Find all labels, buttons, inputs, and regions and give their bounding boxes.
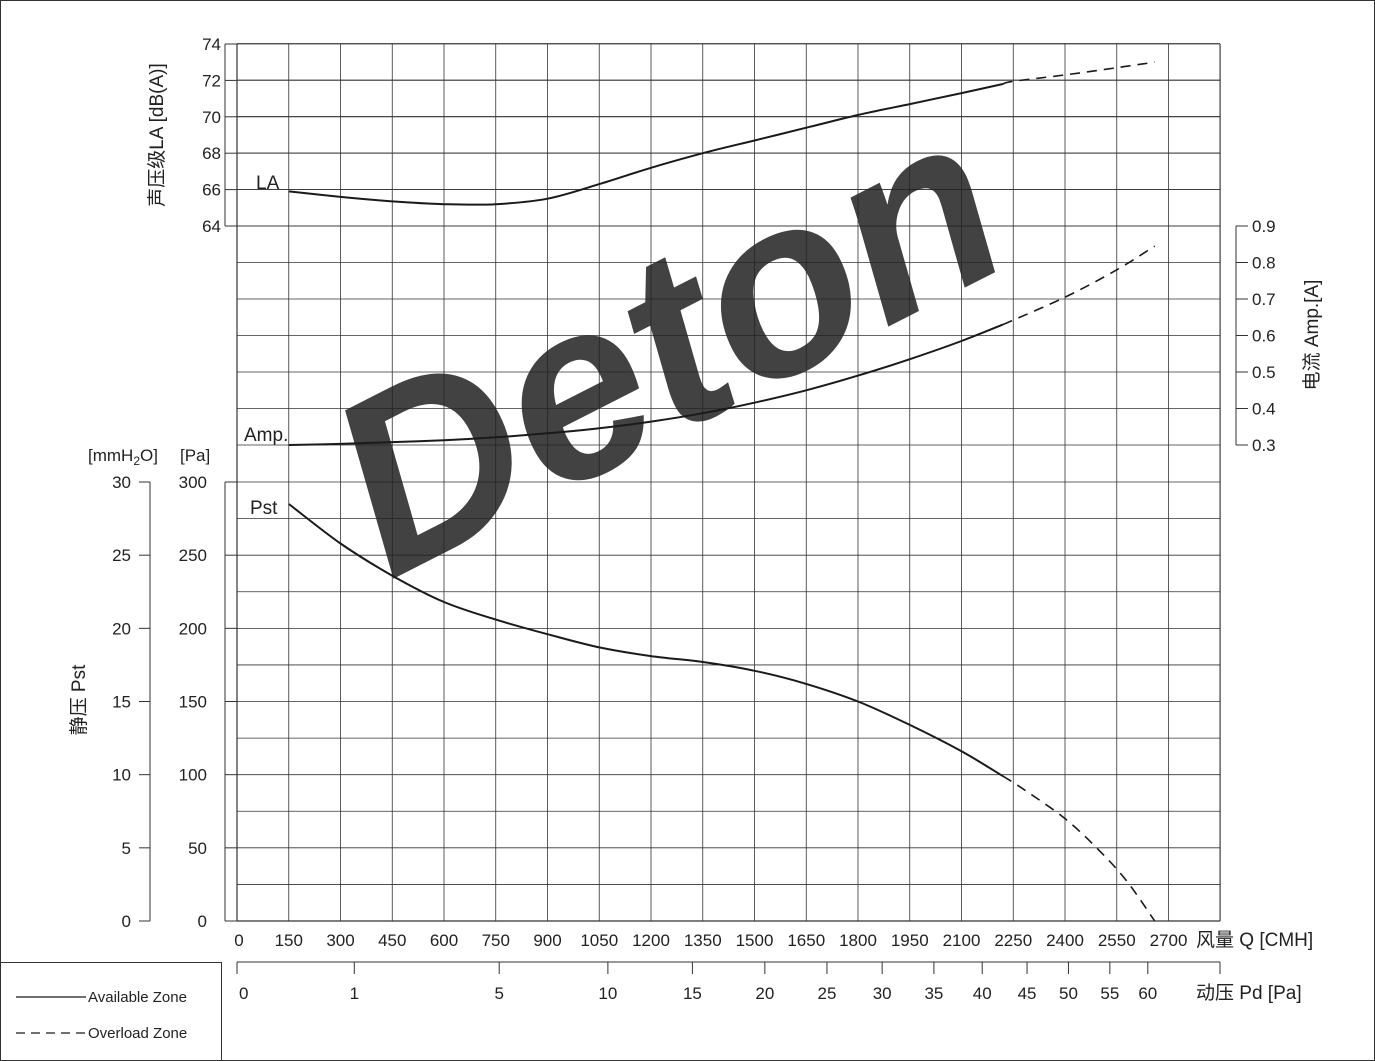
pd-tick-label: 5: [494, 984, 503, 1003]
q-tick-label: 1950: [891, 931, 929, 950]
pst-pa-tick-label: 0: [198, 912, 207, 931]
la-tick-label: 66: [202, 181, 221, 200]
q-tick-label: 2550: [1098, 931, 1136, 950]
pst-mm-unit-label: [mmH2O]: [88, 446, 158, 468]
q-tick-label: 2250: [994, 931, 1032, 950]
series-1-overload-line: [1002, 245, 1156, 326]
pst-mm-unit-prefix: [mmH: [88, 446, 133, 465]
pd-tick-label: 20: [755, 984, 774, 1003]
pst-mm-tick-label: 10: [112, 766, 131, 785]
pd-tick-label: 55: [1100, 984, 1119, 1003]
q-tick-label: 0: [234, 931, 243, 950]
amp-tick-label: 0.4: [1252, 400, 1276, 419]
curves: LA Amp. Pst: [244, 61, 1156, 922]
pst-mm-unit-tail: O]: [140, 446, 158, 465]
pd-tick-label: 30: [873, 984, 892, 1003]
pst-pa-tick-label: 50: [188, 839, 207, 858]
pst-mm-tick-label: 30: [112, 473, 131, 492]
pd-tick-label: 10: [598, 984, 617, 1003]
pst-pa-unit-label: [Pa]: [180, 446, 210, 465]
q-tick-label: 1650: [787, 931, 825, 950]
watermark-text: Deton: [287, 58, 1045, 628]
pd-tick-label: 60: [1138, 984, 1157, 1003]
pd-tick-label: 50: [1059, 984, 1078, 1003]
pst-pa-tick-label: 150: [179, 693, 207, 712]
pd-tick-label: 0: [239, 984, 248, 1003]
q-tick-label: 2400: [1046, 931, 1084, 950]
q-tick-label: 1800: [839, 931, 877, 950]
pd-tick-label: 15: [683, 984, 702, 1003]
legend-overload-label: Overload Zone: [88, 1025, 187, 1042]
q-tick-label: 300: [326, 931, 354, 950]
q-tick-label: 1350: [684, 931, 722, 950]
q-axis-title: 风量 Q [CMH]: [1196, 930, 1313, 951]
q-tick-label: 1200: [632, 931, 670, 950]
pst-pa-tick-label: 300: [179, 473, 207, 492]
la-axis-title: 声压级LA [dB(A)]: [146, 63, 168, 207]
q-tick-label: 1050: [580, 931, 618, 950]
pd-tick-label: 25: [817, 984, 836, 1003]
series-1-label: Amp.: [244, 425, 288, 446]
pst-mm-tick-label: 0: [122, 912, 131, 931]
la-tick-label: 64: [202, 217, 221, 236]
pst-pa-tick-label: 100: [179, 766, 207, 785]
q-tick-label: 150: [275, 931, 303, 950]
pd-tick-label: 1: [350, 984, 359, 1003]
amp-tick-label: 0.5: [1252, 363, 1276, 382]
la-tick-label: 70: [202, 108, 221, 127]
amp-tick-label: 0.7: [1252, 290, 1276, 309]
legend-available-label: Available Zone: [88, 989, 187, 1006]
pd-axis-title: 动压 Pd [Pa]: [1196, 982, 1302, 1004]
pst-mm-tick-label: 25: [112, 546, 131, 565]
pst-mm-tick-label: 5: [122, 839, 131, 858]
amp-tick-label: 0.8: [1252, 254, 1276, 273]
la-tick-label: 74: [202, 35, 221, 54]
pst-mm-tick-label: 15: [112, 693, 131, 712]
pst-axis-title: 静压 Pst: [68, 664, 90, 735]
q-tick-label: 2700: [1150, 931, 1188, 950]
series-0-label: LA: [256, 173, 280, 194]
series-0-overload-line: [1002, 61, 1155, 85]
amp-tick-label: 0.9: [1252, 217, 1276, 236]
pst-mm-tick-label: 20: [112, 619, 131, 638]
q-tick-label: 2100: [943, 931, 981, 950]
pst-mm-unit-sub: 2: [133, 454, 140, 468]
q-tick-label: 1500: [736, 931, 774, 950]
amp-tick-label: 0.6: [1252, 327, 1276, 346]
axes: 6466687072740.30.40.50.60.70.80.90501001…: [112, 35, 1276, 1003]
q-tick-label: 750: [482, 931, 510, 950]
la-tick-label: 68: [202, 144, 221, 163]
pd-tick-label: 45: [1018, 984, 1037, 1003]
series-2-label: Pst: [250, 498, 278, 519]
amp-tick-label: 0.3: [1252, 436, 1276, 455]
series-1-available-line: [288, 323, 1004, 446]
series-2-available-line: [288, 503, 1004, 777]
legend: Available Zone Overload Zone: [0, 962, 222, 1061]
q-tick-label: 900: [533, 931, 561, 950]
pd-tick-label: 40: [973, 984, 992, 1003]
pst-pa-tick-label: 200: [179, 619, 207, 638]
pst-pa-tick-label: 250: [179, 546, 207, 565]
amp-axis-title: 电流 Amp.[A]: [1301, 280, 1323, 391]
series-0-available-line: [288, 83, 1004, 206]
q-tick-label: 450: [378, 931, 406, 950]
series-2-overload-line: [1002, 775, 1156, 922]
la-tick-label: 72: [202, 71, 221, 90]
pd-tick-label: 35: [924, 984, 943, 1003]
q-tick-label: 600: [430, 931, 458, 950]
